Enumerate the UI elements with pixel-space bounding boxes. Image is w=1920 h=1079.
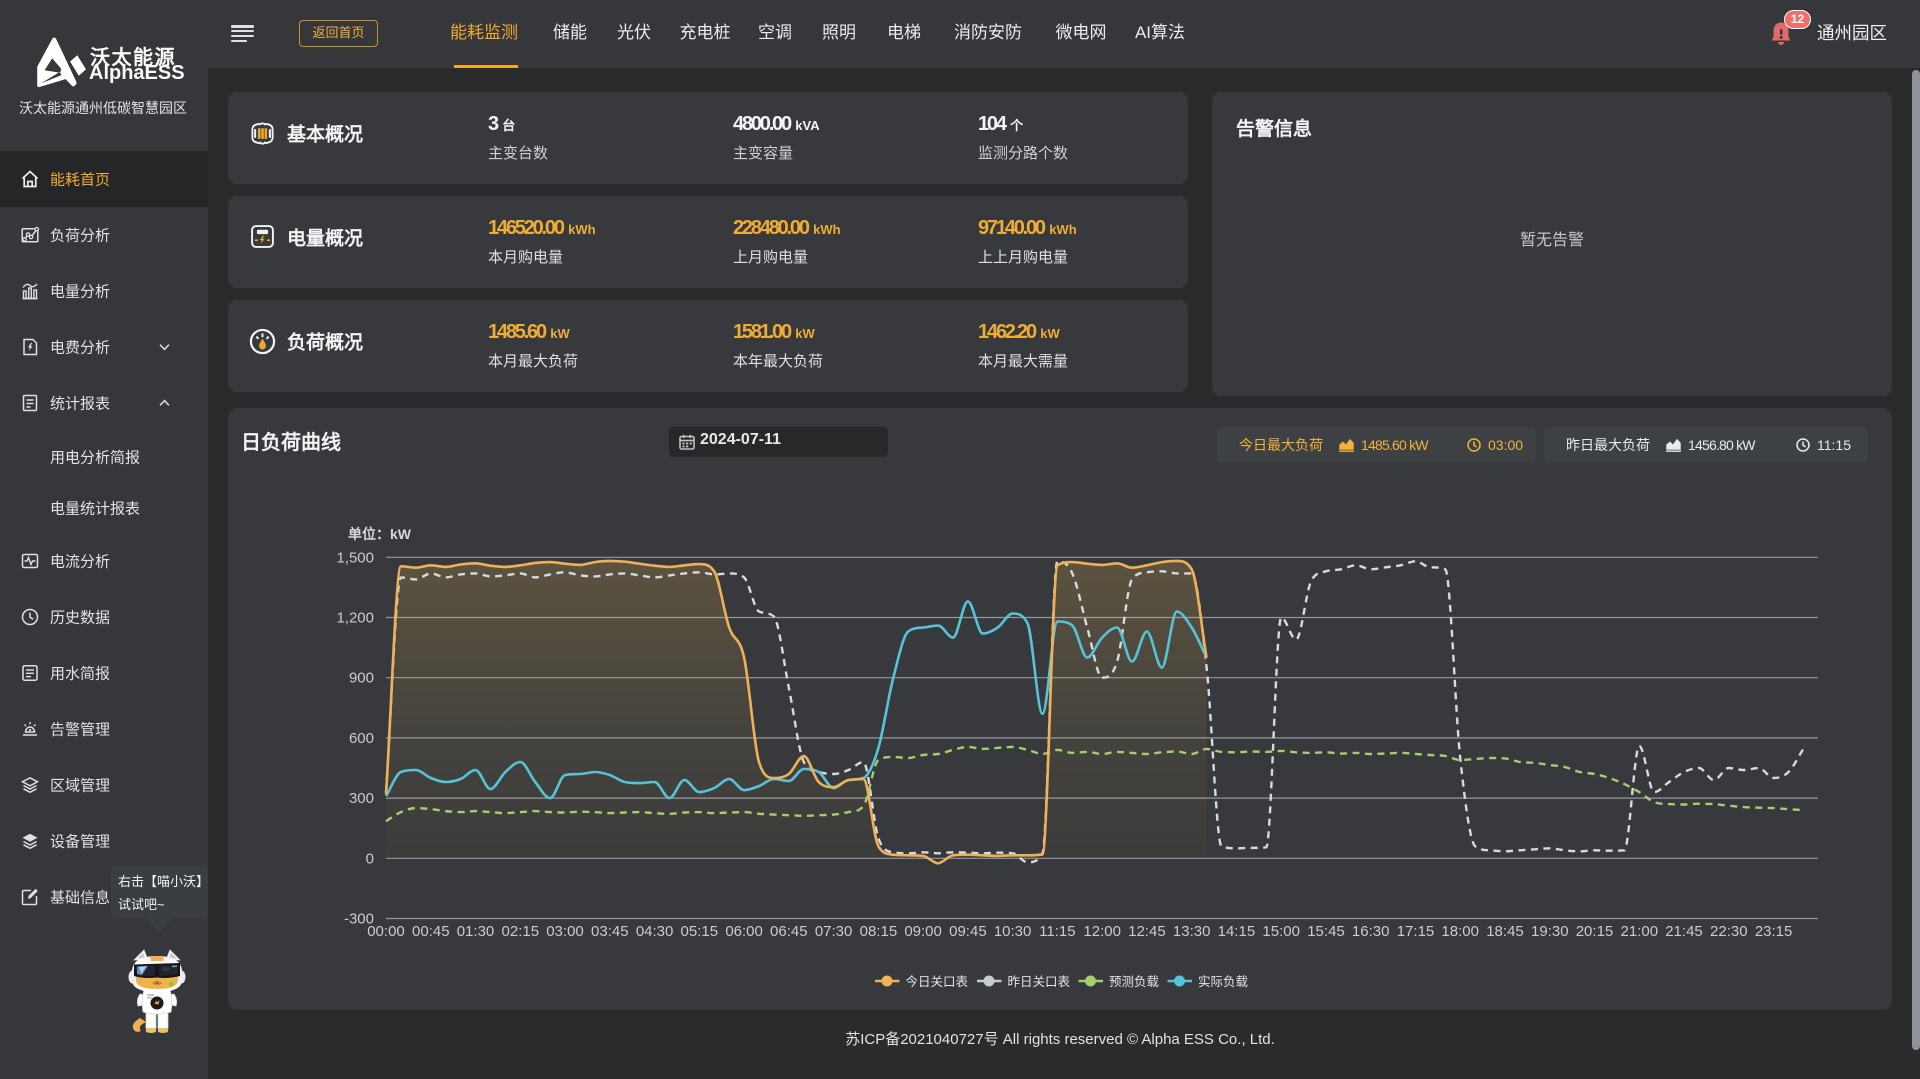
svg-text:900: 900 [349, 670, 374, 687]
svg-text:14:15: 14:15 [1218, 923, 1256, 940]
svg-text:18:00: 18:00 [1441, 923, 1479, 940]
svg-text:09:00: 09:00 [904, 923, 942, 940]
svg-text:0: 0 [366, 850, 374, 867]
svg-text:02:15: 02:15 [502, 923, 540, 940]
svg-text:23:15: 23:15 [1755, 923, 1793, 940]
svg-text:01:30: 01:30 [457, 923, 495, 940]
svg-text:07:30: 07:30 [815, 923, 853, 940]
svg-text:03:00: 03:00 [546, 923, 584, 940]
svg-text:昨日关口表: 昨日关口表 [1008, 975, 1071, 989]
svg-text:06:00: 06:00 [725, 923, 763, 940]
svg-text:18:45: 18:45 [1486, 923, 1524, 940]
svg-text:-300: -300 [344, 911, 374, 928]
svg-text:12:45: 12:45 [1128, 923, 1166, 940]
svg-text:20:15: 20:15 [1576, 923, 1614, 940]
svg-text:08:15: 08:15 [860, 923, 898, 940]
svg-text:13:30: 13:30 [1173, 923, 1211, 940]
svg-text:00:00: 00:00 [367, 923, 405, 940]
svg-text:21:45: 21:45 [1665, 923, 1703, 940]
svg-text:1,500: 1,500 [336, 549, 374, 566]
svg-text:600: 600 [349, 730, 374, 747]
svg-text:17:15: 17:15 [1397, 923, 1435, 940]
svg-text:19:30: 19:30 [1531, 923, 1569, 940]
svg-text:09:45: 09:45 [949, 923, 987, 940]
svg-text:300: 300 [349, 790, 374, 807]
svg-text:04:30: 04:30 [636, 923, 674, 940]
svg-text:00:45: 00:45 [412, 923, 450, 940]
svg-text:06:45: 06:45 [770, 923, 808, 940]
svg-text:16:30: 16:30 [1352, 923, 1390, 940]
svg-text:预测负载: 预测负载 [1109, 975, 1160, 989]
svg-text:05:15: 05:15 [681, 923, 719, 940]
svg-text:今日关口表: 今日关口表 [906, 974, 969, 989]
svg-text:12:00: 12:00 [1083, 923, 1121, 940]
svg-text:1,200: 1,200 [336, 610, 374, 627]
svg-text:10:30: 10:30 [994, 923, 1032, 940]
svg-text:15:45: 15:45 [1307, 923, 1345, 940]
svg-text:11:15: 11:15 [1039, 923, 1075, 940]
svg-text:实际负载: 实际负载 [1198, 974, 1249, 989]
svg-text:03:45: 03:45 [591, 923, 629, 940]
svg-text:15:00: 15:00 [1262, 923, 1300, 940]
svg-text:21:00: 21:00 [1621, 923, 1659, 940]
svg-text:22:30: 22:30 [1710, 923, 1748, 940]
